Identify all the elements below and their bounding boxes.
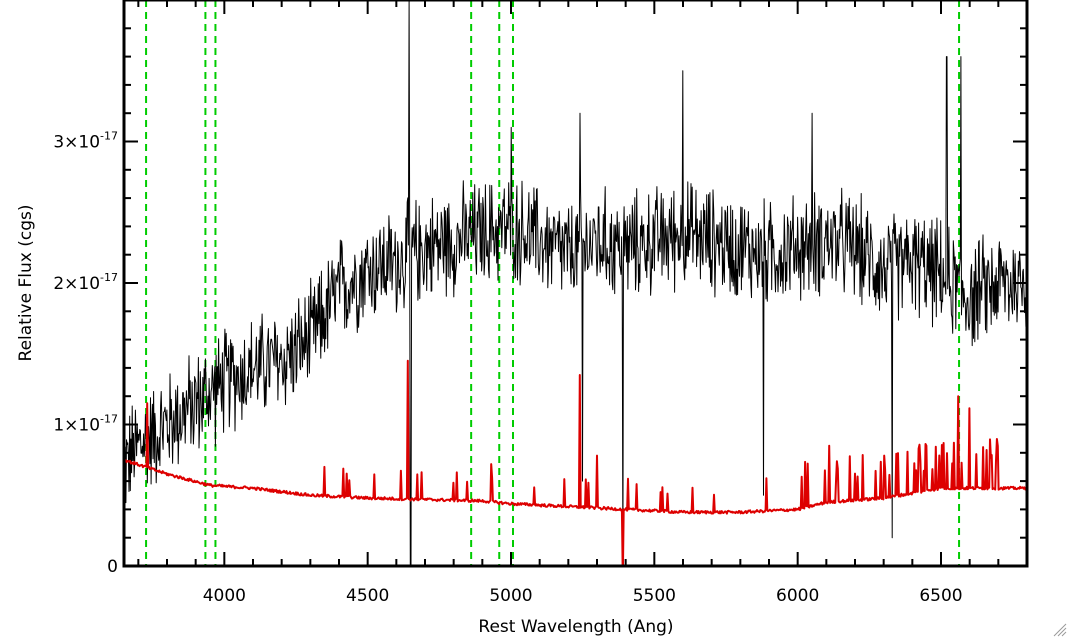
x-tick-label: 4000 <box>203 586 246 606</box>
y-tick-label: 3×10-17 <box>53 130 118 153</box>
series-model-line <box>124 359 1027 566</box>
x-tick-label: 6000 <box>776 586 819 606</box>
y-tick-label: 2×10-17 <box>53 271 118 294</box>
y-tick-labels: 0 1×10-17 2×10-17 3×10-17 <box>53 130 118 578</box>
x-tick-label: 6500 <box>919 586 962 606</box>
series-spectrum-line <box>124 0 1027 566</box>
emission-line-markers <box>145 0 961 566</box>
x-tick-label: 5500 <box>633 586 676 606</box>
y-axis-title: Relative Flux (cgs) <box>16 205 36 362</box>
resize-grip-icon[interactable] <box>1053 623 1067 637</box>
x-tick-labels: 4000 4500 5000 5500 6000 6500 <box>203 586 963 606</box>
y-tick-label: 1×10-17 <box>53 413 118 436</box>
x-tick-label: 4500 <box>346 586 389 606</box>
series-layer <box>124 0 1027 566</box>
x-axis-title: Rest Wavelength (Ang) <box>478 617 673 637</box>
y-tick-label: 0 <box>107 557 118 577</box>
x-tick-label: 5000 <box>489 586 532 606</box>
tick-marks <box>124 0 1028 567</box>
